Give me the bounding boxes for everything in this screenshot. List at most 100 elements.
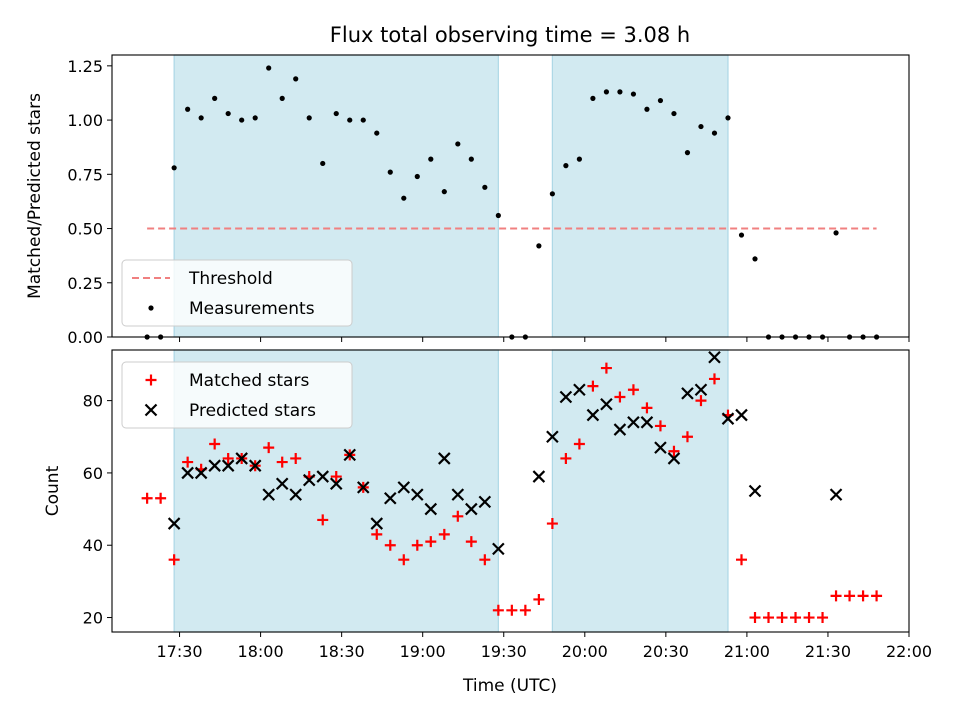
measurement-point <box>563 163 569 169</box>
matched-star-point <box>654 420 666 432</box>
x-axis-label: Time (UTC) <box>462 676 557 696</box>
matched-star-point <box>546 518 558 530</box>
measurement-point <box>185 106 191 112</box>
chart-title: Flux total observing time = 3.08 h <box>330 23 690 47</box>
y-tick-label: 1.00 <box>67 111 103 130</box>
matched-star-point <box>560 452 572 464</box>
y-tick-label: 0.75 <box>67 165 103 184</box>
matched-star-point <box>222 452 234 464</box>
matched-star-point <box>803 612 815 624</box>
measurement-point <box>239 117 245 123</box>
predicted-star-point <box>627 416 640 429</box>
matched-star-point <box>641 402 653 414</box>
predicted-star-point <box>694 383 708 397</box>
measurement-point <box>536 243 542 249</box>
measurement-point <box>617 89 623 95</box>
legend-label: Matched stars <box>189 371 309 391</box>
measurement-point <box>644 106 650 112</box>
predicted-star-point <box>424 502 438 516</box>
measurement-point <box>752 256 758 262</box>
measurement-point <box>333 110 339 117</box>
matched-star-point <box>371 528 383 540</box>
measurement-point <box>711 130 718 136</box>
matched-star-point <box>155 492 167 504</box>
measurement-point <box>306 115 312 121</box>
matched-star-point <box>330 471 342 483</box>
predicted-star-point <box>370 517 384 530</box>
predicted-star-point <box>194 466 208 480</box>
predicted-star-point <box>600 397 613 411</box>
measurement-point <box>414 173 420 180</box>
matched-star-point <box>668 445 680 457</box>
matched-star-point <box>384 539 396 551</box>
matched-star-point <box>614 391 626 403</box>
matched-star-point <box>506 604 518 616</box>
predicted-star-point <box>640 416 654 429</box>
measurement-point <box>441 189 447 195</box>
measurement-point <box>428 156 434 162</box>
matched-star-point <box>749 612 761 624</box>
measurement-point <box>468 156 474 162</box>
predicted-star-point <box>221 459 235 472</box>
y-tick-label: 40 <box>83 536 103 555</box>
x-tick-label: 17:30 <box>156 642 202 661</box>
matched-star-point <box>695 395 707 407</box>
matched-star-point <box>465 536 477 548</box>
measurement-point <box>252 115 258 121</box>
measurement-point <box>171 165 177 171</box>
bottom-plot-frame <box>111 349 910 633</box>
measurement-point <box>387 169 393 175</box>
predicted-star-point <box>302 473 316 487</box>
x-tick-label: 20:30 <box>643 642 689 661</box>
matched-star-point <box>790 612 802 624</box>
y-tick-label: 0.00 <box>67 328 103 347</box>
predicted-star-point <box>546 430 559 444</box>
matched-star-point <box>519 604 531 616</box>
matched-star-point <box>735 554 747 566</box>
predicted-star-point <box>167 517 181 530</box>
predicted-star-point <box>492 542 505 556</box>
predicted-star-point <box>329 477 343 491</box>
predicted-star-point <box>451 488 465 501</box>
y-tick-label: 1.25 <box>67 57 103 76</box>
matched-star-point <box>600 362 612 374</box>
legend-label: Predicted stars <box>189 401 316 421</box>
measurement-point <box>630 91 637 97</box>
top-plot-frame <box>111 54 910 338</box>
x-tick-label: 20:00 <box>562 642 608 661</box>
matched-star-point <box>492 604 504 616</box>
measurement-point <box>576 156 582 162</box>
predicted-star-point <box>532 470 546 483</box>
matched-star-point <box>857 590 869 602</box>
matched-star-point <box>533 593 545 605</box>
y-tick-label: 80 <box>83 392 103 411</box>
predicted-star-point <box>573 383 586 397</box>
measurement-point <box>225 110 231 117</box>
matched-star-point <box>479 554 491 566</box>
predicted-star-point <box>478 495 492 509</box>
predicted-star-point <box>316 470 330 483</box>
x-tick-label: 18:00 <box>238 642 284 661</box>
predicted-star-point <box>383 491 397 505</box>
y-tick-label: 0.50 <box>67 220 103 239</box>
matched-star-point <box>830 590 842 602</box>
legend-label: Measurements <box>189 299 315 319</box>
predicted-star-point <box>654 441 667 454</box>
predicted-star-point <box>356 481 370 494</box>
predicted-star-point <box>397 481 411 494</box>
predicted-star-point <box>721 412 735 425</box>
predicted-star-point <box>235 452 248 465</box>
predicted-star-point <box>262 488 275 501</box>
measurement-point <box>833 230 839 236</box>
bottom-legend: Matched stars Predicted stars <box>121 361 353 429</box>
matched-star-point <box>871 590 883 602</box>
measurement-point <box>698 123 704 130</box>
measurement-point <box>279 95 285 101</box>
matched-star-point <box>452 510 464 522</box>
measurement-point <box>684 150 691 156</box>
y-tick-label: 0.25 <box>67 274 103 293</box>
predicted-star-point <box>829 488 843 501</box>
predicted-star-point <box>748 484 762 498</box>
measurement-point <box>347 117 353 123</box>
